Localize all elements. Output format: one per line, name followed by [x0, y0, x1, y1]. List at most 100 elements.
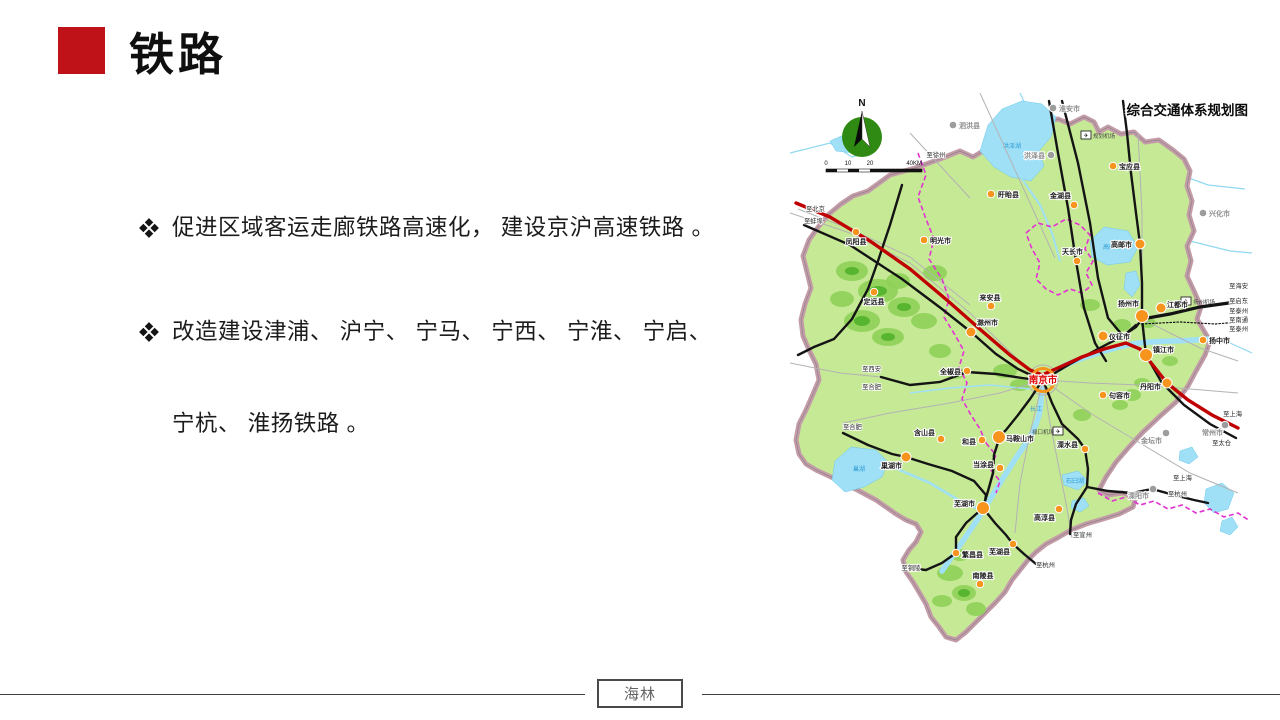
bullet-item-2: 改造建设津浦、 沪宁、 宁马、 宁西、 宁淮、 宁启、 宁杭、 淮扬铁路 。 — [139, 286, 780, 470]
scale-tick-label: 20 — [867, 161, 874, 167]
edge-destination-label: 至铜陵 — [902, 563, 922, 572]
city-label: 常州市 — [1202, 428, 1223, 437]
city-dot — [1220, 420, 1230, 430]
city-label: 丹阳市 — [1139, 382, 1161, 391]
city-label: 溧阳市 — [1128, 491, 1149, 500]
city-dot — [1161, 377, 1173, 389]
airport-layer: ✈ 规划机场✈ 扬州机场✈禄口机场 — [1032, 130, 1216, 436]
airport-icon — [1180, 296, 1192, 306]
city-label: 淮安市 — [1059, 104, 1080, 113]
bullet-text: 促进区域客运走廊铁路高速化， 建设京沪高速铁路 。 — [172, 215, 715, 240]
city-dot — [1198, 208, 1208, 218]
city-label: 盱眙县 — [998, 190, 1019, 199]
edge-destination-label: 至南通 — [1229, 315, 1249, 324]
city-dot — [1148, 484, 1158, 494]
city-dot — [1046, 150, 1056, 160]
city-dot — [1097, 330, 1109, 342]
city-dot — [986, 189, 996, 199]
airport-icon — [1080, 130, 1092, 140]
water-label: 巢湖 — [853, 465, 865, 473]
edge-labels-layer: 至北京至蚌埠至徐州至西安至合肥至合肥至海安至启东至泰州至南通至泰州至上海至太仓至… — [803, 149, 1249, 573]
city-dot — [869, 287, 879, 297]
city-dot — [1048, 103, 1058, 113]
edge-destination-label: 至泰州 — [1229, 324, 1248, 333]
city-label: 来安县 — [979, 293, 1001, 302]
region-border-line — [795, 116, 1211, 641]
city-label: 金坛市 — [1140, 436, 1162, 445]
city-label: 和县 — [961, 437, 976, 446]
edge-destination-label: 至杭州 — [1036, 560, 1055, 569]
city-label: 滁州市 — [977, 318, 998, 327]
city-label: 兴化市 — [1209, 209, 1230, 218]
bullet-text: 改造建设津浦、 沪宁、 宁马、 宁西、 宁淮、 宁启、 — [172, 319, 712, 344]
transport-planning-map: 洪泽湖 高邮湖 巢湖 长江 石臼湖 ✈ 规划机场 ✈ 扬州机场 ✈ 禄口机场 扬州市 镇江市 马鞍山市 芜湖… — [790, 93, 1254, 653]
edge-destination-label: 至杭州 — [1168, 489, 1187, 498]
city-label: 扬中市 — [1209, 336, 1230, 345]
city-label: 天长市 — [1062, 247, 1083, 256]
city-label: 金湖县 — [1049, 191, 1071, 200]
city-dot — [975, 579, 985, 589]
edge-destination-label: 至蚌埠 — [804, 216, 824, 225]
city-dot — [919, 235, 929, 245]
scale-tick-label: 40KM — [906, 161, 922, 167]
city-dot — [1135, 309, 1149, 323]
airport-label: 扬州机场 — [1193, 298, 1216, 306]
scale-tick-label: 10 — [845, 161, 852, 167]
bullet-text: 宁杭、 淮扬铁路 。 — [172, 411, 370, 436]
city-label: 芜湖县 — [989, 547, 1010, 556]
city-dot — [1108, 161, 1118, 171]
map-title: 综合交通体系规划图 — [1127, 102, 1249, 118]
edge-destination-label: 至北京 — [806, 204, 825, 213]
city-dot — [977, 435, 987, 445]
city-label: 江都市 — [1167, 300, 1188, 309]
city-dot — [1080, 444, 1090, 454]
capital-dot — [1037, 374, 1049, 386]
edge-destination-label: 至上海 — [1223, 409, 1243, 418]
svg-text:N: N — [858, 98, 865, 109]
city-dot — [1054, 504, 1064, 514]
scale-tick-label: 0 — [824, 161, 828, 167]
airport-icon-glyph: ✈ — [1183, 298, 1188, 305]
water-label: 洪泽湖 — [1003, 142, 1021, 150]
city-label: 含山县 — [914, 428, 935, 437]
city-label: 全椒县 — [939, 367, 961, 376]
city-label: 溧水县 — [1057, 440, 1078, 449]
city-label: 泗洪县 — [959, 121, 980, 130]
city-dot — [948, 120, 958, 130]
north-arrow-icon: N — [842, 98, 882, 157]
city-dot — [1139, 348, 1153, 362]
city-label: 句容市 — [1109, 391, 1130, 400]
city-dot — [1134, 238, 1146, 250]
city-label: 扬州市 — [1118, 299, 1139, 308]
airport-label: 禄口机场 — [1032, 428, 1055, 436]
airport-icon — [1052, 426, 1064, 436]
city-label: 南陵县 — [973, 571, 994, 580]
edge-destination-label: 至西安 — [862, 364, 881, 373]
city-label: 明光市 — [930, 236, 951, 245]
city-dot — [1098, 390, 1108, 400]
city-dot — [1198, 335, 1208, 345]
footer-divider-right — [702, 694, 1280, 695]
city-dot — [900, 451, 912, 463]
city-label: 仪征市 — [1108, 332, 1130, 341]
edge-destination-label: 至宣州 — [1073, 530, 1092, 539]
city-label: 洪泽县 — [1024, 151, 1045, 160]
city-label: 凤阳县 — [846, 237, 867, 246]
river-line — [1189, 240, 1253, 254]
title-accent-square — [58, 27, 105, 74]
river-line — [1229, 342, 1253, 354]
city-dot — [976, 501, 990, 515]
city-label: 定远县 — [864, 297, 885, 306]
footer-divider-left — [0, 694, 585, 695]
bullet-item-1: 促进区域客运走廊铁路高速化， 建设京沪高速铁路 。 — [139, 182, 780, 274]
edge-destination-label: 至启东 — [1229, 296, 1248, 305]
water-label: 高邮湖 — [1103, 243, 1121, 251]
city-label: 宝应县 — [1119, 162, 1140, 171]
city-dot — [986, 301, 996, 311]
water-label: 石臼湖 — [1066, 477, 1084, 485]
capital-label: 南京市 — [1029, 374, 1058, 386]
edge-destination-label: 至徐州 — [927, 150, 946, 159]
city-dot — [936, 434, 946, 444]
edge-destination-label: 至海安 — [1229, 281, 1248, 290]
